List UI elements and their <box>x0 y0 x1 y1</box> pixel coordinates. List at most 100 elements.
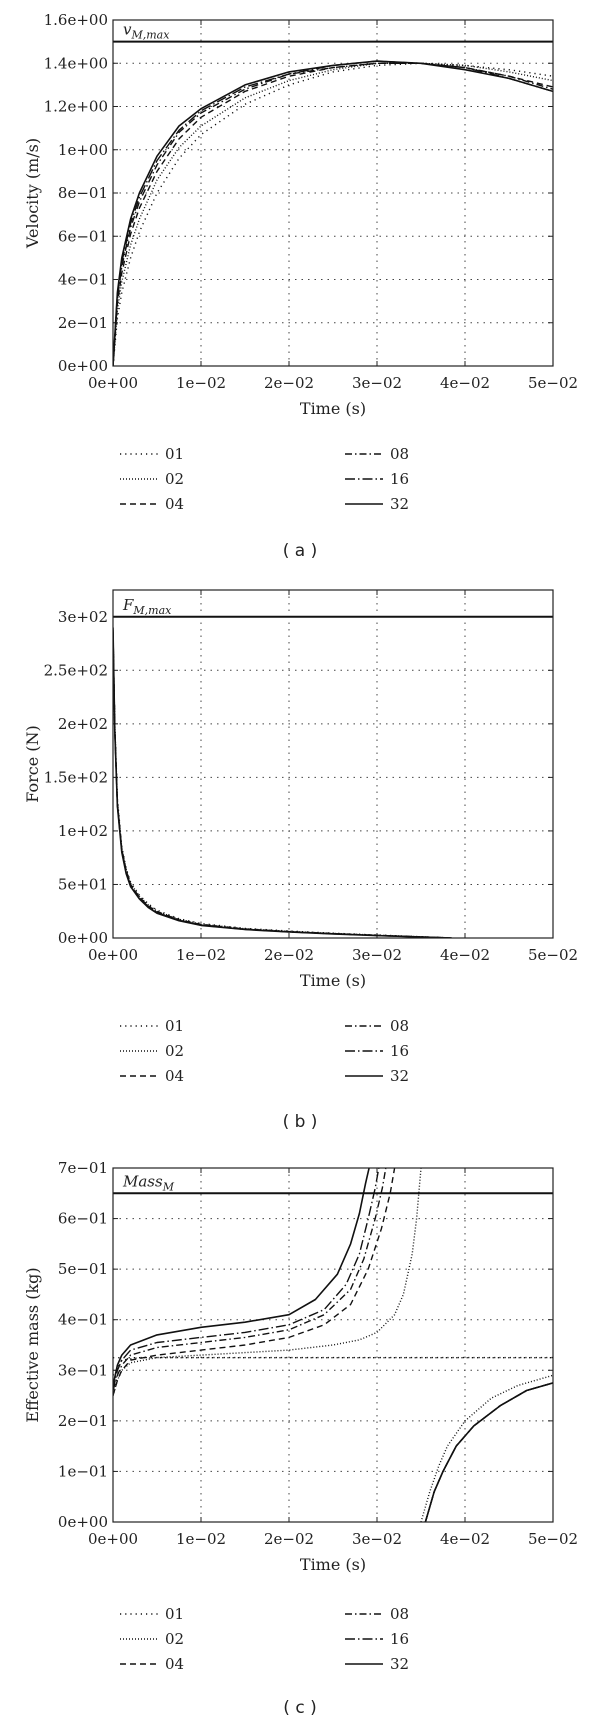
x-tick-label: 5e−02 <box>528 1530 578 1548</box>
x-tick-label: 3e−02 <box>352 946 402 964</box>
series-line-16 <box>113 1168 380 1391</box>
legend-label-32: 32 <box>390 1655 409 1673</box>
y-tick-label: 4e−01 <box>58 271 108 289</box>
y-tick-label: 1e−01 <box>58 1462 108 1480</box>
chart-panel-b: 0e+00 1e−02 2e−02 3e−02 4e−02 5e−02 0e+00 5e+01… <box>23 589 578 1132</box>
series-line-08 <box>113 1168 387 1391</box>
series-line-04 <box>113 1168 396 1396</box>
legend-label-16: 16 <box>390 470 409 488</box>
y-axis-label: Force (N) <box>23 725 42 803</box>
legend-label-08: 08 <box>390 1017 409 1035</box>
reference-label: vM,max <box>123 21 170 42</box>
y-tick-label: 5e−01 <box>58 1260 108 1278</box>
plot-frame <box>112 19 554 367</box>
series-line-02 <box>113 635 452 938</box>
y-tick-label: 0e+00 <box>58 929 108 947</box>
panel-caption: ( b ) <box>283 1112 318 1132</box>
y-tick-label: 1.2e+00 <box>44 98 108 116</box>
x-tick-label: 1e−02 <box>176 946 226 964</box>
y-tick-label: 5e+01 <box>58 875 108 893</box>
x-tick-label: 4e−02 <box>440 1530 490 1548</box>
legend-label-08: 08 <box>390 1605 409 1623</box>
legend-label-01: 01 <box>165 445 184 463</box>
series-line-08 <box>113 62 553 366</box>
legend-label-02: 02 <box>165 1042 184 1060</box>
legend: 01 02 04 08 16 32 <box>120 445 409 513</box>
series-line-32 <box>113 627 452 938</box>
x-tick-label: 0e+00 <box>88 946 138 964</box>
reference-label: MassM <box>122 1172 175 1193</box>
series-line-32 <box>113 60 553 366</box>
series-line-32 <box>113 1168 370 1386</box>
y-tick-label: 1e+02 <box>58 822 108 840</box>
y-tick-label: 0e+00 <box>58 357 108 375</box>
x-axis-label: Time (s) <box>300 1555 366 1574</box>
y-tick-label: 7e−01 <box>58 1159 108 1177</box>
x-tick-label: 3e−02 <box>352 374 402 392</box>
series-line-08 <box>113 631 452 938</box>
x-tick-label: 0e+00 <box>88 1530 138 1548</box>
y-tick-label: 6e−01 <box>58 227 108 245</box>
series-line-16 <box>113 629 452 938</box>
x-tick-label: 1e−02 <box>176 374 226 392</box>
series-line-16 <box>113 60 553 366</box>
x-tick-label: 3e−02 <box>352 1530 402 1548</box>
panel-caption: ( a ) <box>283 541 318 561</box>
legend-label-16: 16 <box>390 1630 409 1648</box>
series-group <box>113 1168 553 1522</box>
x-tick-label: 4e−02 <box>440 946 490 964</box>
plot-frame <box>112 589 554 939</box>
legend-label-04: 04 <box>165 1655 184 1673</box>
y-tick-label: 2.5e+02 <box>44 661 108 679</box>
series-group <box>113 60 553 366</box>
series-line-01 <box>113 1356 553 1376</box>
x-axis-label: Time (s) <box>300 971 366 990</box>
y-tick-label: 3e+02 <box>58 608 108 626</box>
series-line-04 <box>113 62 553 366</box>
x-tick-label: 2e−02 <box>264 946 314 964</box>
series-line-04 <box>113 633 452 938</box>
reference-label: FM,max <box>122 596 172 617</box>
y-tick-label: 2e+02 <box>58 715 108 733</box>
x-axis-label: Time (s) <box>300 399 366 418</box>
y-tick-label: 8e−01 <box>58 184 108 202</box>
legend-label-04: 04 <box>165 1067 184 1085</box>
chart-panel-a: 0e+00 1e−02 2e−02 3e−02 4e−02 5e−02 0e+00 2e−01… <box>23 11 578 561</box>
series-line-02 <box>420 1374 553 1522</box>
series-line-08 <box>424 1382 553 1522</box>
y-tick-label: 1.4e+00 <box>44 54 108 72</box>
y-tick-label: 3e−01 <box>58 1361 108 1379</box>
y-tick-label: 0e+00 <box>58 1513 108 1531</box>
x-tick-label: 1e−02 <box>176 1530 226 1548</box>
y-axis-label: Velocity (m/s) <box>23 138 42 249</box>
legend-label-08: 08 <box>390 445 409 463</box>
legend-label-16: 16 <box>390 1042 409 1060</box>
series-group <box>113 627 452 938</box>
legend-label-04: 04 <box>165 495 184 513</box>
plot-frame <box>112 1167 554 1523</box>
legend: 01 02 04 08 16 32 <box>120 1017 409 1085</box>
legend-label-02: 02 <box>165 470 184 488</box>
x-tick-label: 4e−02 <box>440 374 490 392</box>
legend-label-32: 32 <box>390 495 409 513</box>
series-line-01 <box>113 638 452 938</box>
panel-caption: ( c ) <box>283 1698 316 1718</box>
x-tick-label: 2e−02 <box>264 374 314 392</box>
x-tick-label: 5e−02 <box>528 374 578 392</box>
series-line-16 <box>424 1382 553 1522</box>
legend-label-32: 32 <box>390 1067 409 1085</box>
series-line-01 <box>113 62 553 366</box>
legend: 01 02 04 08 16 32 <box>120 1605 409 1673</box>
y-tick-label: 1e+00 <box>58 141 108 159</box>
legend-label-01: 01 <box>165 1017 184 1035</box>
series-line-04 <box>424 1382 553 1522</box>
series-line-02 <box>113 1168 422 1396</box>
x-tick-label: 0e+00 <box>88 374 138 392</box>
y-tick-label: 1.6e+00 <box>44 11 108 29</box>
series-line-32 <box>424 1382 553 1522</box>
y-tick-label: 1.5e+02 <box>44 768 108 786</box>
legend-label-02: 02 <box>165 1630 184 1648</box>
y-tick-label: 2e−01 <box>58 1412 108 1430</box>
x-tick-label: 2e−02 <box>264 1530 314 1548</box>
